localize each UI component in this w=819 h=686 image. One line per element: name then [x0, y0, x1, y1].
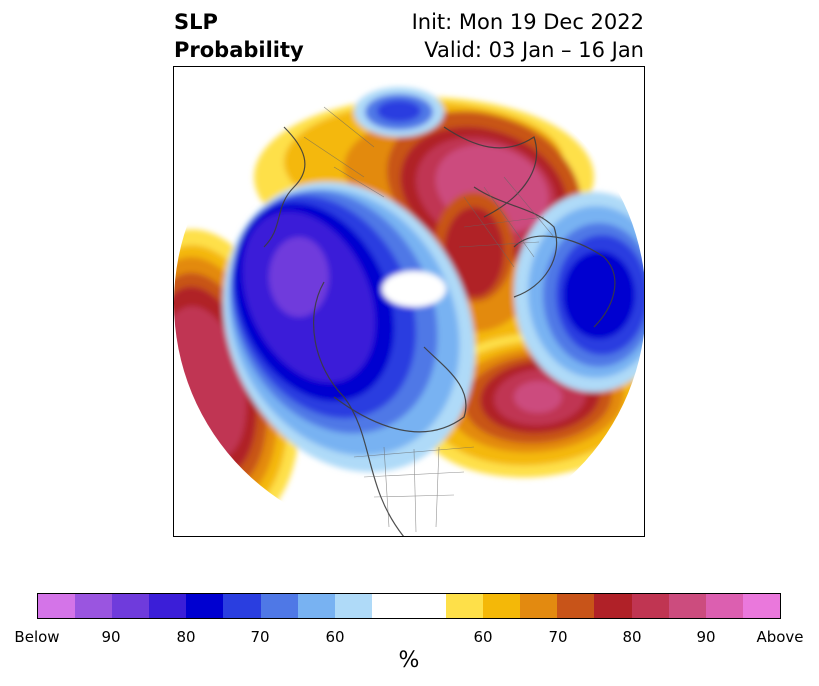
north-america-low-anomaly: [223, 181, 475, 473]
title-type: Probability: [174, 38, 304, 62]
colorbar-cell-3: [149, 594, 187, 618]
colorbar-tick-below-60: 60: [325, 628, 345, 646]
colorbar-cell-6: [260, 594, 298, 618]
polar-map: [174, 67, 644, 536]
coastlines: [263, 126, 616, 536]
colorbar-cell-4: [186, 594, 224, 618]
colorbar-cell-19: [742, 594, 780, 618]
colorbar-cell-5: [223, 594, 261, 618]
colorbar-cell-9: [371, 594, 409, 618]
title-left: SLP Probability: [174, 8, 304, 64]
colorbar: [37, 593, 781, 619]
colorbar-cell-15: [594, 594, 632, 618]
colorbar-cell-18: [705, 594, 743, 618]
colorbar-cell-11: [446, 594, 484, 618]
europe-low-anomaly: [514, 192, 644, 392]
colorbar-tick-above-90: 90: [696, 628, 716, 646]
arctic-low-pocket: [354, 87, 444, 137]
colorbar-tick-above: Above: [756, 628, 804, 646]
colorbar-tick-above-60: 60: [473, 628, 493, 646]
map-frame: [173, 66, 645, 537]
colorbar-unit: %: [398, 648, 420, 673]
colorbar-tick-below-80: 80: [176, 628, 196, 646]
colorbar-cell-7: [297, 594, 335, 618]
valid-range: Valid: 03 Jan – 16 Jan: [424, 38, 644, 62]
init-date: Init: Mon 19 Dec 2022: [411, 10, 644, 34]
colorbar-tick-below-90: 90: [101, 628, 121, 646]
colorbar-cell-1: [75, 594, 113, 618]
colorbar-tick-above-80: 80: [622, 628, 642, 646]
colorbar-cell-14: [557, 594, 595, 618]
colorbar-cell-12: [483, 594, 521, 618]
title-right: Init: Mon 19 Dec 2022 Valid: 03 Jan – 16…: [412, 8, 644, 64]
colorbar-tick-below: Below: [14, 628, 60, 646]
colorbar-cell-0: [38, 594, 76, 618]
border-lines: [303, 106, 555, 533]
colorbar-cell-2: [112, 594, 150, 618]
colorbar-cell-17: [668, 594, 706, 618]
colorbar-tick-below-70: 70: [250, 628, 270, 646]
colorbar-cell-10: [408, 594, 447, 618]
colorbar-cell-13: [520, 594, 558, 618]
colorbar-tick-above-70: 70: [548, 628, 568, 646]
neutral-gap: [382, 271, 446, 307]
colorbar-cell-16: [631, 594, 669, 618]
colorbar-cell-8: [334, 594, 372, 618]
title-variable: SLP: [174, 10, 218, 34]
